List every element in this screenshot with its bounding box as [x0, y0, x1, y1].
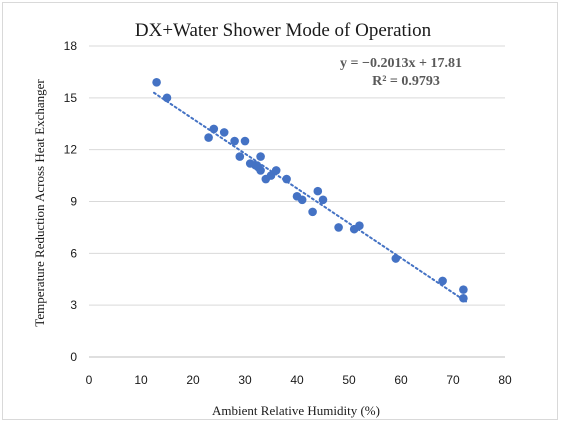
data-point: [308, 207, 317, 217]
data-point: [240, 136, 250, 146]
data-point: [235, 152, 245, 161]
x-tick-label: 20: [186, 373, 200, 387]
data-point: [391, 254, 401, 263]
y-tick-label: 15: [64, 91, 78, 105]
y-tick-label: 9: [70, 195, 77, 209]
y-axis-title: Temperature Reduction Across Heat Exchan…: [32, 79, 47, 327]
data-point: [162, 93, 172, 103]
y-tick-label: 18: [64, 39, 78, 53]
x-tick-label: 0: [86, 373, 93, 387]
data-point: [219, 128, 229, 137]
data-point: [318, 195, 328, 205]
x-tick-label: 40: [290, 373, 304, 387]
x-tick-label: 50: [342, 373, 356, 387]
data-point: [282, 174, 291, 184]
x-tick-label: 30: [238, 373, 252, 387]
x-tick-label: 80: [498, 373, 512, 387]
data-point: [152, 77, 161, 87]
data-point: [459, 293, 468, 303]
y-tick-label: 12: [64, 143, 78, 157]
data-point: [297, 195, 307, 205]
data-point: [334, 223, 343, 232]
data-point: [355, 221, 364, 230]
trendline-equation: y = −0.2013x + 17.81: [340, 56, 462, 71]
trendline: [153, 91, 467, 303]
x-tick-label: 10: [134, 373, 148, 387]
gridlines: [89, 45, 505, 306]
y-tick-labels: 0 3 6 9 12 15 18: [64, 39, 78, 364]
chart-frame: DX+Water Shower Mode of Operation 0 3 6 9 12…: [2, 2, 558, 420]
data-point: [271, 166, 281, 175]
data-point: [256, 152, 265, 161]
x-tick-labels: 0 10 20 30 40 50 60 70 80: [86, 373, 512, 387]
data-point: [209, 124, 219, 134]
y-tick-label: 0: [70, 350, 77, 364]
data-point: [459, 285, 468, 294]
y-tick-label: 6: [70, 246, 77, 260]
r-squared-label: R² = 0.9793: [372, 74, 440, 89]
data-point: [313, 186, 323, 196]
data-point: [266, 171, 276, 180]
scatter-chart: DX+Water Shower Mode of Operation 0 3 6 9 12…: [32, 20, 512, 418]
data-points: [152, 77, 468, 303]
x-axis-title: Ambient Relative Humidity (%): [212, 403, 380, 418]
chart-title: DX+Water Shower Mode of Operation: [135, 20, 432, 41]
data-point: [438, 276, 447, 286]
data-point: [256, 166, 265, 175]
x-tick-label: 60: [394, 373, 408, 387]
data-point: [204, 133, 213, 142]
y-tick-label: 3: [70, 298, 77, 312]
x-tick-label: 70: [446, 373, 460, 387]
data-point: [230, 136, 239, 146]
